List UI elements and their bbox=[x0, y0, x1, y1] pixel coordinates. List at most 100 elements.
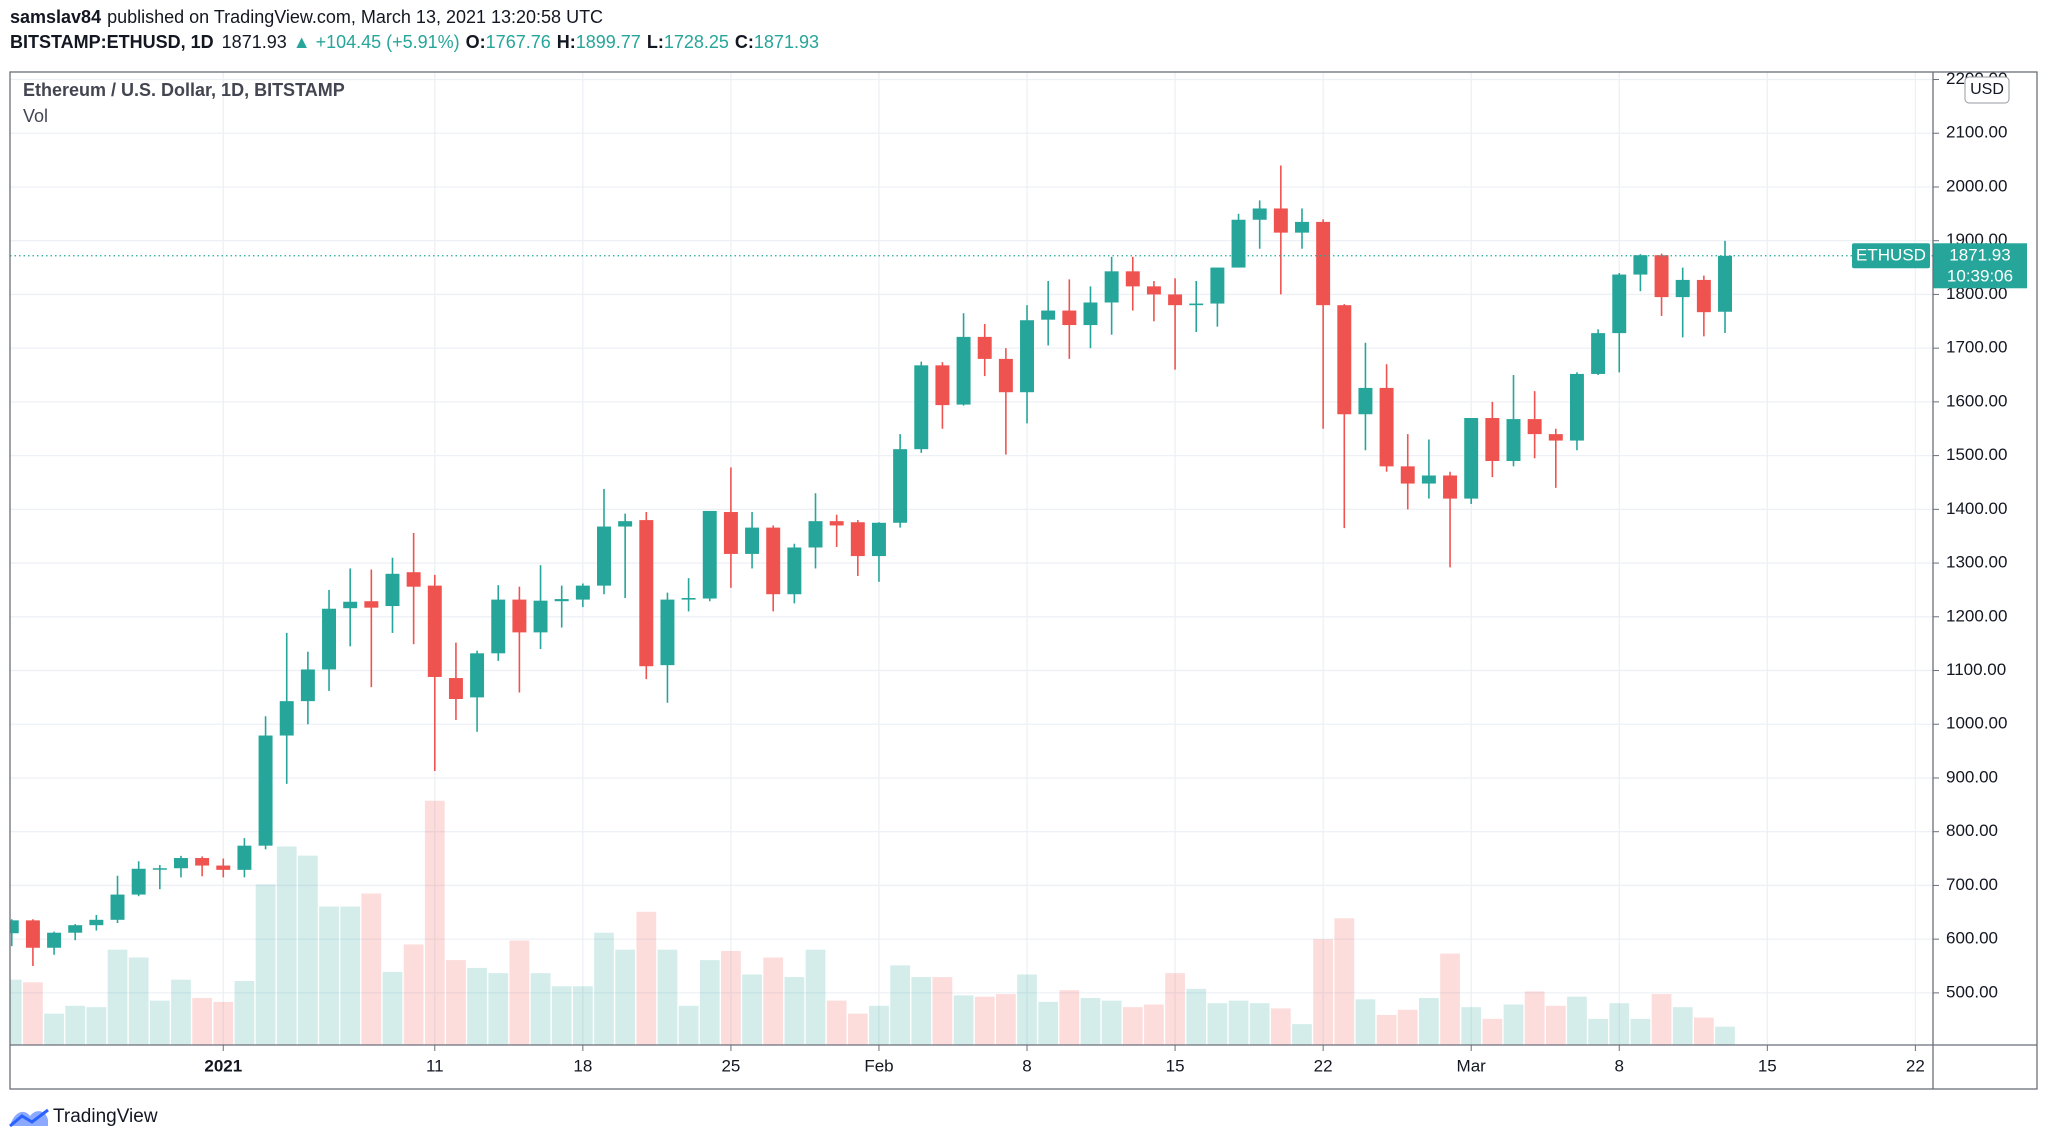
candle-body bbox=[25, 920, 40, 948]
y-tick-label: 1600.00 bbox=[1946, 391, 2007, 410]
x-tick-label: Mar bbox=[1457, 1056, 1487, 1075]
volume-bar bbox=[276, 846, 297, 1045]
volume-bar bbox=[742, 974, 762, 1045]
candle-body bbox=[131, 868, 146, 895]
candle-body bbox=[1506, 419, 1521, 461]
x-tick-label: Feb bbox=[864, 1056, 893, 1075]
volume-bar bbox=[678, 1005, 699, 1045]
low-label: L: bbox=[647, 32, 664, 52]
legend-title: Ethereum / U.S. Dollar, 1D, BITSTAMP bbox=[23, 80, 345, 100]
volume-bar bbox=[1609, 1003, 1630, 1045]
candle-body bbox=[1210, 267, 1225, 304]
volume-bar bbox=[699, 960, 720, 1045]
candle-body bbox=[1041, 310, 1056, 320]
currency-badge bbox=[1964, 76, 2010, 104]
candle-body bbox=[1591, 333, 1606, 374]
symbol: BITSTAMP:ETHUSD, 1D bbox=[10, 32, 214, 52]
candle-body bbox=[1252, 208, 1267, 220]
candle-body bbox=[1718, 255, 1732, 312]
high-value: 1899.77 bbox=[576, 32, 641, 52]
x-tick-label: 22 bbox=[1314, 1056, 1333, 1075]
volume-bar bbox=[234, 981, 255, 1045]
candle-body bbox=[850, 522, 865, 557]
candle-body bbox=[1569, 373, 1584, 441]
volume-bar bbox=[1440, 953, 1460, 1045]
volume-bar bbox=[340, 906, 361, 1045]
x-tick-label: 11 bbox=[426, 1056, 444, 1075]
volume-bar bbox=[44, 1013, 64, 1045]
candle-body bbox=[512, 599, 527, 633]
candle-body bbox=[300, 669, 315, 702]
candle-body bbox=[1548, 434, 1563, 441]
volume-bar bbox=[974, 996, 995, 1045]
candle-body bbox=[173, 858, 188, 869]
volume-bar bbox=[953, 995, 974, 1045]
volume-bar bbox=[171, 979, 191, 1045]
open-value: 1767.76 bbox=[486, 32, 551, 52]
volume-bar bbox=[446, 960, 466, 1045]
candle-body bbox=[491, 599, 506, 654]
candle-body bbox=[745, 527, 760, 554]
volume-bar bbox=[1672, 1007, 1693, 1045]
volume-bar bbox=[721, 950, 741, 1045]
volume-bar bbox=[1715, 1026, 1735, 1045]
publish-line: samslav84 published on TradingView.com, M… bbox=[10, 7, 603, 27]
volume-bar bbox=[1630, 1018, 1651, 1045]
volume-bar bbox=[1144, 1004, 1164, 1045]
logo-line bbox=[9, 1108, 49, 1128]
price-tag bbox=[1933, 243, 2027, 289]
x-tick-label: 8 bbox=[1615, 1056, 1624, 1075]
volume-bar bbox=[1397, 1009, 1418, 1045]
candle-body bbox=[1612, 274, 1627, 334]
candle-body bbox=[956, 336, 971, 405]
y-tick-label: 700.00 bbox=[1946, 875, 1998, 894]
price-tag-value: 1871.93 bbox=[1949, 245, 2010, 264]
close-label: C: bbox=[735, 32, 754, 52]
volume-bar bbox=[1545, 1005, 1566, 1045]
low-value: 1728.25 bbox=[664, 32, 729, 52]
volume-bar bbox=[23, 982, 43, 1045]
candle-body bbox=[1062, 310, 1077, 326]
volume-bar bbox=[1270, 1008, 1291, 1045]
candle-body bbox=[68, 925, 83, 933]
volume-bar bbox=[615, 949, 636, 1045]
volume-bar bbox=[403, 944, 424, 1045]
volume-bar bbox=[361, 893, 382, 1045]
frame bbox=[9, 71, 2038, 1090]
axes: 500.00 600.00 700.00 800.00 900.00 1000.00 110… bbox=[10, 69, 2027, 1075]
candle-body bbox=[681, 597, 696, 600]
brand-logo: TradingView bbox=[9, 1106, 158, 1128]
candle-body bbox=[935, 365, 950, 406]
candle-body bbox=[1358, 387, 1373, 415]
volume-bar bbox=[1038, 1001, 1059, 1045]
x-tick-label: 22 bbox=[1906, 1056, 1925, 1075]
volume-bar bbox=[1186, 988, 1207, 1045]
candle-body bbox=[1020, 320, 1035, 393]
candle-body bbox=[110, 894, 125, 920]
candle-body bbox=[1527, 419, 1542, 435]
candle-body bbox=[10, 920, 19, 934]
candle-body bbox=[1168, 294, 1183, 306]
volume-bar bbox=[1461, 1007, 1482, 1045]
volume-bar bbox=[826, 1000, 847, 1045]
author: samslav84 bbox=[10, 7, 101, 27]
candle-body bbox=[1104, 271, 1119, 303]
x-tick-label: 15 bbox=[1166, 1056, 1185, 1075]
change: ▲ +104.45 (+5.91%) bbox=[293, 32, 460, 52]
candle-body bbox=[1443, 475, 1458, 499]
volume-bar bbox=[1588, 1018, 1608, 1045]
symbol-line: BITSTAMP:ETHUSD, 1D 1871.93 ▲ +104.45 (+5.… bbox=[10, 32, 819, 52]
volume-bar bbox=[424, 800, 445, 1045]
y-tick-label: 2000.00 bbox=[1946, 176, 2007, 195]
volume-bar bbox=[319, 906, 339, 1045]
candle-body bbox=[1654, 255, 1669, 298]
volume-bar bbox=[763, 957, 784, 1045]
volume-bar bbox=[995, 994, 1016, 1045]
candle-body bbox=[766, 527, 781, 595]
candle-body bbox=[427, 585, 442, 677]
volume-bar bbox=[298, 855, 318, 1045]
candle-body bbox=[554, 599, 569, 602]
volume-bar bbox=[869, 1005, 889, 1045]
candle-body bbox=[364, 601, 379, 608]
